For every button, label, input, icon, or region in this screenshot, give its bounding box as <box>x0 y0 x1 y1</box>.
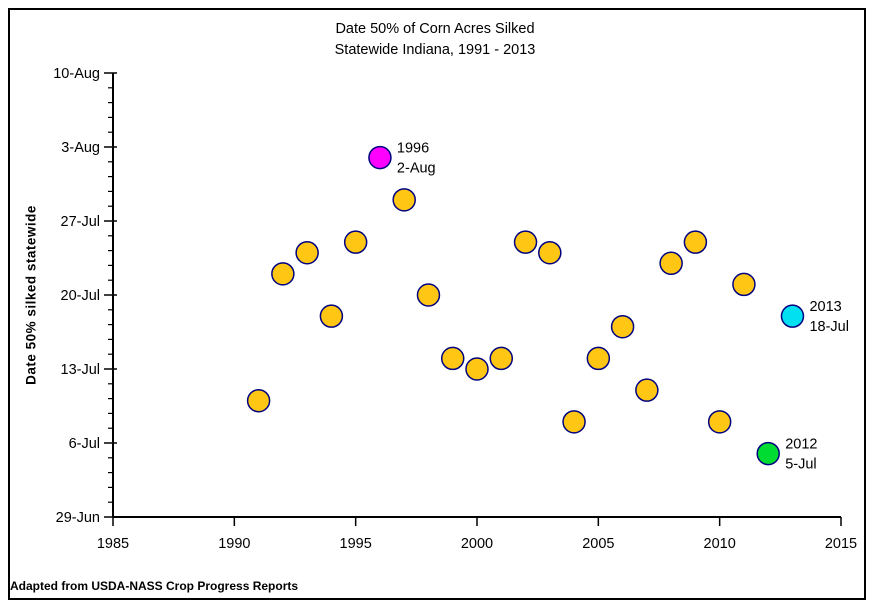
data-point-1996 <box>368 145 392 170</box>
chart-title-line2: Statewide Indiana, 1991 - 2013 <box>334 42 536 58</box>
data-point-2012 <box>756 441 780 466</box>
x-tick-label-2005: 2005 <box>582 536 614 552</box>
source-credit: Adapted from USDA-NASS Crop Progress Rep… <box>10 579 299 593</box>
data-point-2007 <box>635 378 659 402</box>
y-tick-label-20-Jul: 20-Jul <box>61 288 101 304</box>
data-point-2005 <box>586 346 611 371</box>
annotation-year-1996: 1996 <box>397 141 429 157</box>
data-point-1995 <box>343 230 368 254</box>
data-point-2000 <box>465 357 489 381</box>
x-tick-label-1985: 1985 <box>97 536 129 552</box>
data-point-2001 <box>489 346 514 371</box>
y-tick-label-6-Jul: 6-Jul <box>69 436 100 452</box>
data-point-2009 <box>683 230 708 254</box>
y-tick-label-27-Jul: 27-Jul <box>61 214 101 230</box>
data-point-2003 <box>538 240 562 265</box>
data-point-1997 <box>392 188 416 212</box>
data-point-1991 <box>246 388 271 413</box>
x-tick-label-2015: 2015 <box>825 536 857 552</box>
data-point-2013 <box>780 304 805 328</box>
y-tick-label-29-Jun: 29-Jun <box>56 510 100 526</box>
x-tick-label-2000: 2000 <box>461 536 493 552</box>
chart-title-line1: Date 50% of Corn Acres Silked <box>335 21 535 37</box>
annotation-year-2013: 2013 <box>809 299 841 315</box>
annotation-date-2012: 5-Jul <box>785 457 816 473</box>
chart-border <box>8 8 866 600</box>
data-point-2010 <box>707 410 732 434</box>
x-tick-label-1990: 1990 <box>218 536 250 552</box>
annotation-date-2013: 18-Jul <box>809 319 849 335</box>
y-tick-label-3-Aug: 3-Aug <box>61 140 100 156</box>
data-point-2011 <box>732 272 756 297</box>
y-tick-label-10-Aug: 10-Aug <box>53 66 100 82</box>
y-tick-label-13-Jul: 13-Jul <box>61 362 101 378</box>
annotation-year-2012: 2012 <box>785 437 817 453</box>
x-tick-label-2010: 2010 <box>704 536 736 552</box>
data-point-1999 <box>440 346 465 371</box>
data-point-2006 <box>610 314 635 339</box>
data-point-2002 <box>513 230 538 254</box>
data-point-1992 <box>271 262 295 286</box>
data-point-2008 <box>659 251 683 276</box>
data-point-2004 <box>562 410 586 434</box>
x-tick-label-1995: 1995 <box>340 536 372 552</box>
data-point-1993 <box>295 240 319 265</box>
data-point-1998 <box>416 283 441 307</box>
data-point-1994 <box>319 304 344 328</box>
annotation-date-1996: 2-Aug <box>397 161 436 177</box>
